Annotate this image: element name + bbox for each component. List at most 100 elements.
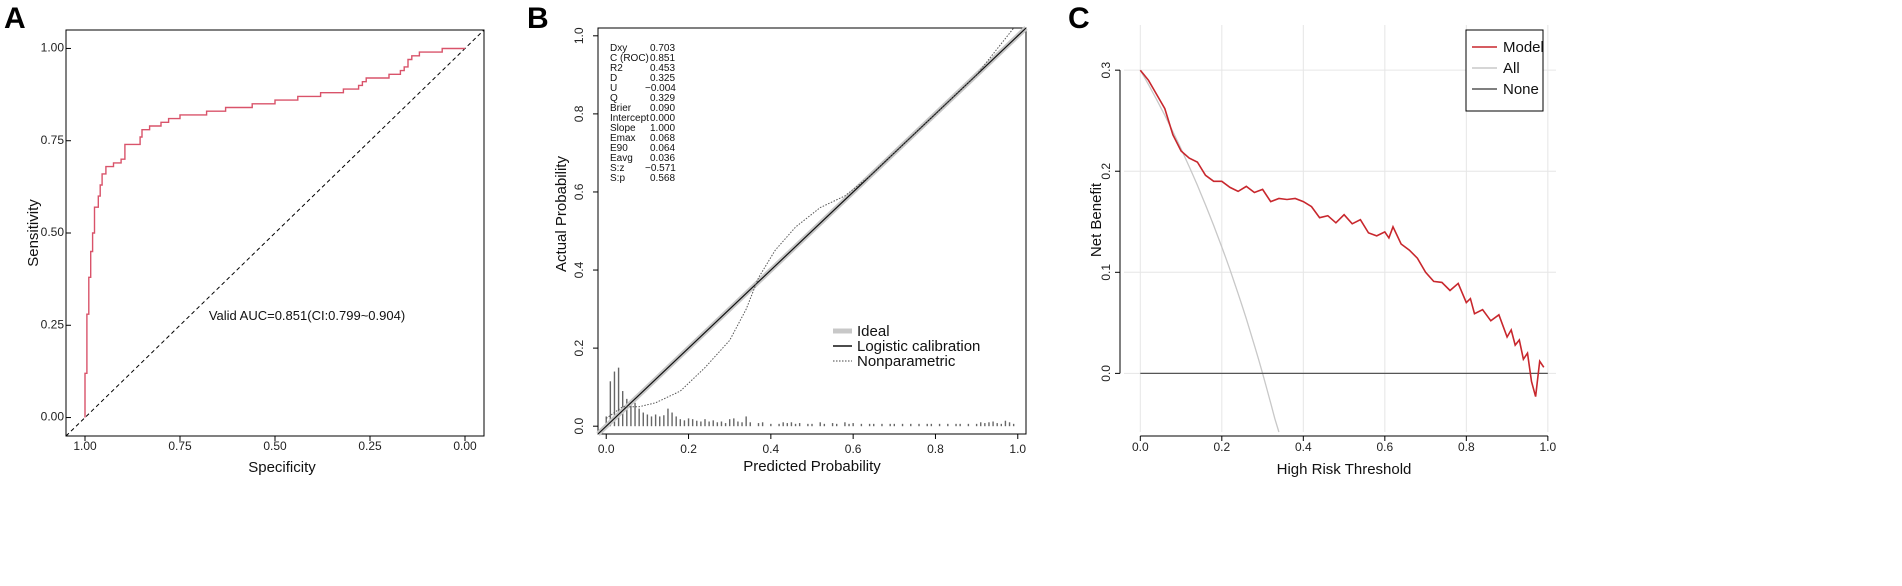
a-xtick-label: 0.75 <box>168 439 192 453</box>
b-stat-name: D <box>610 73 617 84</box>
b-stat-name: E90 <box>610 143 628 154</box>
c-legend-label: All <box>1503 60 1520 77</box>
c-model-curve <box>1139 69 1545 397</box>
c-all-curve <box>1139 69 1280 433</box>
c-y-tick-labels: 0.0 0.1 0.2 0.3 <box>1099 61 1113 381</box>
b-axis-lines <box>593 35 1019 439</box>
b-stat-value: 0.064 <box>650 143 675 154</box>
a-axis-lines <box>66 47 466 441</box>
b-nonparametric-curve <box>605 27 1015 419</box>
b-xtick-label: 0.2 <box>680 442 697 456</box>
b-stat-name: Eavg <box>610 153 633 164</box>
b-stat-name: C (ROC) <box>610 53 649 64</box>
c-axis-lines <box>1115 69 1549 441</box>
c-ytick-label: 0.3 <box>1099 61 1113 78</box>
b-legend: Ideal Logistic calibration Nonparametric <box>833 323 980 370</box>
b-ytick-label: 0.8 <box>572 105 586 122</box>
c-legend-label: None <box>1503 81 1539 98</box>
panel-letter-a: A <box>4 2 26 35</box>
b-stat-name: Q <box>610 93 618 104</box>
panel-letter-b: B <box>527 2 549 35</box>
b-stat-value: 0.703 <box>650 43 675 54</box>
b-stat-value: 1.000 <box>650 123 675 134</box>
a-ytick-label: 0.75 <box>41 133 65 147</box>
b-stat-value: 0.090 <box>650 103 675 114</box>
b-logistic-calibration-line <box>597 27 1027 435</box>
c-xtick-label: 1.0 <box>1540 440 1557 454</box>
panel-letter-c: C <box>1068 2 1090 35</box>
b-xtick-label: 1.0 <box>1009 442 1026 456</box>
b-stat-name: Brier <box>610 103 632 114</box>
c-x-tick-labels: 0.0 0.2 0.4 0.6 0.8 1.0 <box>1132 440 1557 454</box>
c-legend-box <box>1465 29 1544 112</box>
b-stat-name: S:z <box>610 163 624 174</box>
b-stat-value: 0.851 <box>650 53 675 64</box>
panel-c: C 0.0 0.2 0.4 0.6 0.8 1.0 0.0 0.1 0.2 0.… <box>1068 2 1557 478</box>
a-auc-annotation: Valid AUC=0.851(CI:0.799~0.904) <box>209 308 405 323</box>
panel-a: A 1.00 0.75 0.50 0.25 0.00 0.00 0.25 0.5… <box>4 2 485 476</box>
c-xtick-label: 0.8 <box>1458 440 1475 454</box>
b-y-tick-labels: 0.0 0.2 0.4 0.6 0.8 1.0 <box>572 27 586 434</box>
c-ytick-label: 0.2 <box>1099 163 1113 180</box>
b-stat-value: 0.453 <box>650 63 675 74</box>
b-x-tick-labels: 0.0 0.2 0.4 0.6 0.8 1.0 <box>598 442 1027 456</box>
a-ytick-label: 0.25 <box>41 317 65 331</box>
c-ytick-label: 0.0 <box>1099 365 1113 382</box>
b-ytick-label: 0.0 <box>572 418 586 435</box>
b-stat-value: −0.571 <box>645 163 676 174</box>
b-stat-name: Emax <box>610 133 636 144</box>
b-ytick-label: 0.6 <box>572 183 586 200</box>
b-ytick-label: 0.2 <box>572 339 586 356</box>
b-xtick-label: 0.8 <box>927 442 944 456</box>
a-x-tick-labels: 1.00 0.75 0.50 0.25 0.00 <box>73 439 477 453</box>
b-stat-name: Dxy <box>610 43 627 54</box>
b-stat-name: S:p <box>610 173 625 184</box>
c-xtick-label: 0.2 <box>1213 440 1230 454</box>
a-xtick-label: 0.50 <box>263 439 287 453</box>
c-ytick-label: 0.1 <box>1099 264 1113 281</box>
b-stat-value: 0.036 <box>650 153 675 164</box>
b-xtick-label: 0.4 <box>763 442 780 456</box>
b-stat-name: R2 <box>610 63 623 74</box>
b-stat-name: Intercept <box>610 113 649 124</box>
c-xtick-label: 0.4 <box>1295 440 1312 454</box>
a-ytick-label: 0.50 <box>41 225 65 239</box>
a-reference-diagonal <box>65 29 485 437</box>
c-y-axis-title: Net Benefit <box>1088 182 1105 257</box>
b-statistics-table: Dxy 0.703 C (ROC) 0.851 R2 0.453 D 0.325… <box>610 43 676 184</box>
b-stat-name: U <box>610 83 617 94</box>
a-y-axis-title: Sensitivity <box>25 199 42 267</box>
b-stat-value: 0.068 <box>650 133 675 144</box>
b-xtick-label: 0.0 <box>598 442 615 456</box>
b-legend-label: Nonparametric <box>857 353 956 370</box>
a-x-axis-title: Specificity <box>248 459 316 476</box>
b-stat-value: −0.004 <box>645 83 676 94</box>
panel-b: B 0.0 0.2 0.4 0.6 0.8 1.0 0.0 0.2 0.4 0.… <box>527 2 1028 475</box>
a-ytick-label: 1.00 <box>41 41 65 55</box>
c-xtick-label: 0.6 <box>1376 440 1393 454</box>
a-xtick-label: 0.00 <box>453 439 477 453</box>
b-stat-value: 0.325 <box>650 73 675 84</box>
c-xtick-label: 0.0 <box>1132 440 1149 454</box>
b-y-axis-title: Actual Probability <box>553 156 570 272</box>
b-ytick-label: 1.0 <box>572 27 586 44</box>
b-xtick-label: 0.6 <box>845 442 862 456</box>
b-stat-value: 0.000 <box>650 113 675 124</box>
b-x-axis-title: Predicted Probability <box>743 458 881 475</box>
a-roc-curve <box>84 47 465 418</box>
b-stat-name: Slope <box>610 123 636 134</box>
a-xtick-label: 0.25 <box>358 439 382 453</box>
plot-frame-b <box>597 27 1027 435</box>
a-ytick-label: 0.00 <box>41 410 65 424</box>
a-xtick-label: 1.00 <box>73 439 97 453</box>
c-legend-label: Model <box>1503 39 1544 56</box>
c-legend: Model All None <box>1465 29 1544 112</box>
b-stat-value: 0.568 <box>650 173 675 184</box>
a-y-tick-labels: 0.00 0.25 0.50 0.75 1.00 <box>41 41 65 424</box>
b-ytick-label: 0.4 <box>572 261 586 278</box>
b-legend-label: Ideal <box>857 323 890 340</box>
b-stat-value: 0.329 <box>650 93 675 104</box>
c-x-axis-title: High Risk Threshold <box>1277 461 1412 478</box>
b-legend-label: Logistic calibration <box>857 338 980 355</box>
